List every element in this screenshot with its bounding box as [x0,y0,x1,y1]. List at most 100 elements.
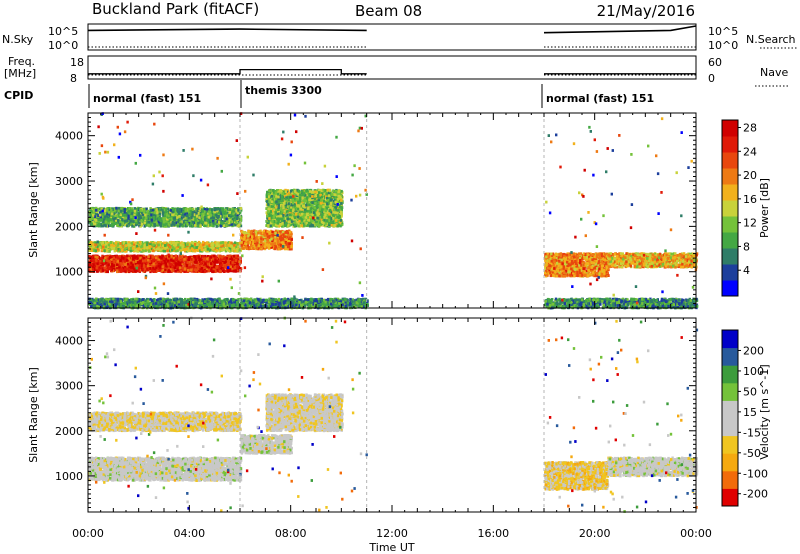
echo-cell [166,259,170,263]
echo-cell [181,247,184,251]
echo-cell [107,263,110,267]
echo-cell [102,245,105,249]
echo-cell [149,267,152,270]
echo-cell [177,260,180,264]
echo-cell [217,218,220,222]
cpid-program-label: normal (fast) 151 [546,92,654,105]
echo-cell [123,261,126,265]
echo-cell [104,256,107,260]
echo-cell [210,262,213,265]
echo-cell [238,267,241,270]
echo-cell [217,247,220,250]
figure-title-date: 21/May/2016 [597,2,695,20]
echo-cell [109,247,112,251]
echo-cell [195,256,198,260]
echo-cell [223,213,227,217]
echo-cell [132,261,135,264]
echo-cell [200,267,204,270]
echo-cell [159,210,162,214]
echo-cell [228,211,231,214]
echo-cell [169,268,172,271]
echo-cell [228,269,232,273]
echo-cell [137,269,140,272]
echo-cell [231,265,234,268]
echo-cell [138,266,141,269]
echo-cell [226,213,229,217]
echo-cell [140,264,143,267]
echo-cell [141,248,145,251]
echo-cell [103,266,107,270]
echo-cell [144,264,148,268]
echo-cell [230,241,233,245]
echo-cell [185,247,189,251]
echo-cell [143,247,147,251]
echo-cell [186,243,189,247]
echo-cell [97,266,100,270]
echo-cell [150,218,153,222]
echo-cell [108,249,111,253]
echo-cell [162,257,166,260]
echo-cell [123,248,127,251]
echo-cell [99,211,102,214]
echo-cell [193,249,197,253]
echo-cell [173,260,177,264]
echo-cell [125,216,128,220]
echo-cell [154,258,157,261]
echo-cell [185,224,189,228]
nsky-tick-top: 10^5 [48,25,78,38]
echo-cell [179,261,182,265]
echo-cell [195,207,198,211]
echo-cell [225,246,229,250]
echo-cell [146,264,150,268]
echo-cell [234,269,238,273]
echo-cell [160,268,163,271]
echo-cell [136,266,140,270]
echo-cell [207,242,211,246]
echo-cell [209,248,212,252]
echo-cell [212,246,215,250]
echo-cell [140,222,143,226]
echo-cell [171,241,175,245]
echo-cell [162,255,166,259]
echo-cell [234,246,238,249]
echo-cell [213,263,216,267]
echo-cell [110,258,113,261]
echo-cell [196,243,199,246]
echo-cell [145,243,149,247]
echo-cell [147,267,150,271]
echo-cell [142,257,146,260]
echo-cell [205,242,208,245]
echo-cell [136,261,140,264]
echo-cell [104,261,107,265]
echo-cell [155,247,158,251]
echo-cell [94,249,97,253]
echo-cell [203,270,206,273]
echo-cell [229,241,232,245]
echo-cell [188,263,191,267]
echo-cell [198,247,201,251]
echo-cell [160,262,163,266]
echo-cell [182,207,185,211]
echo-cell [114,254,117,258]
echo-cell [109,256,112,259]
freq-unit-label: [MHz] [4,67,36,80]
echo-cell [116,259,120,263]
nsearch-tick-top: 10^5 [708,25,738,38]
echo-cell [220,221,223,225]
echo-cell [102,255,106,259]
echo-cell [122,207,125,210]
echo-cell [131,263,134,267]
echo-cell [224,269,227,273]
echo-cell [95,259,98,263]
echo-cell [113,249,116,253]
echo-cell [108,259,111,263]
echo-cell [212,270,215,273]
echo-cell [130,254,133,258]
echo-cell [195,264,198,268]
echo-cell [228,267,231,271]
echo-cell [179,246,182,250]
echo-cell [236,245,240,249]
echo-cell [206,245,209,249]
echo-cell [129,264,132,267]
echo-cell [124,267,127,271]
